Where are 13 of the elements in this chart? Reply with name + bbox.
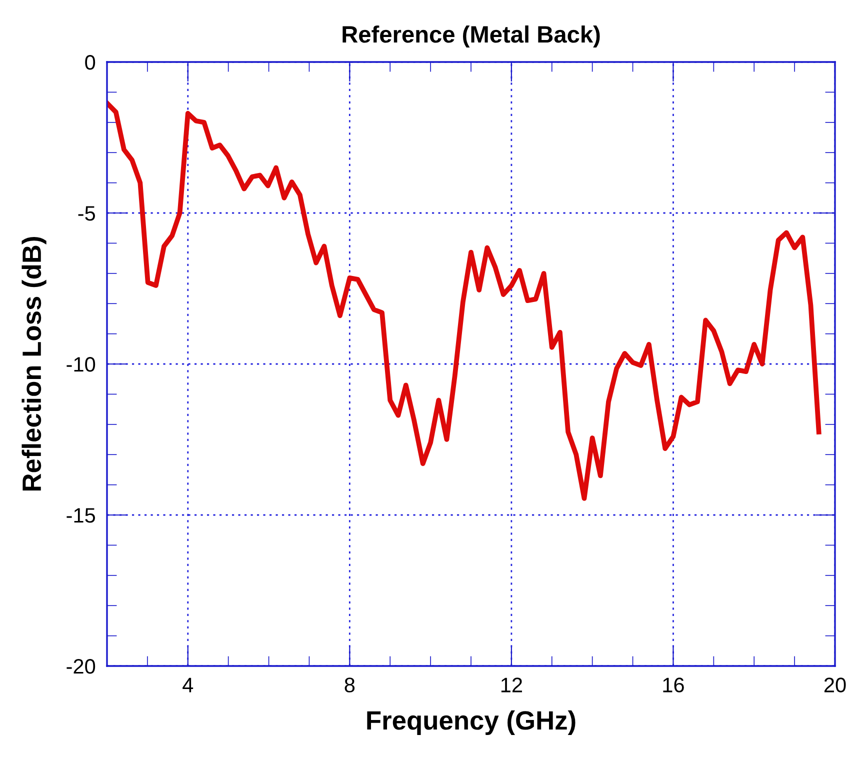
y-tick-label: -15 bbox=[66, 508, 96, 523]
x-tick-label: 4 bbox=[182, 678, 194, 692]
y-axis-title: Reflection Loss (dB) bbox=[22, 237, 46, 491]
x-tick-label: 8 bbox=[344, 678, 355, 692]
chart-title: Reference (Metal Back) bbox=[342, 25, 600, 48]
x-axis-title: Frequency (GHz) bbox=[367, 710, 576, 736]
x-tick-label: 16 bbox=[663, 678, 684, 692]
y-tick-label: -20 bbox=[66, 659, 96, 674]
y-tick-label: -10 bbox=[66, 357, 96, 372]
x-tick-label: 12 bbox=[501, 678, 522, 692]
y-tick-label: -5 bbox=[78, 206, 96, 221]
x-tick-label: 20 bbox=[824, 678, 846, 692]
y-tick-label: 0 bbox=[85, 55, 96, 70]
